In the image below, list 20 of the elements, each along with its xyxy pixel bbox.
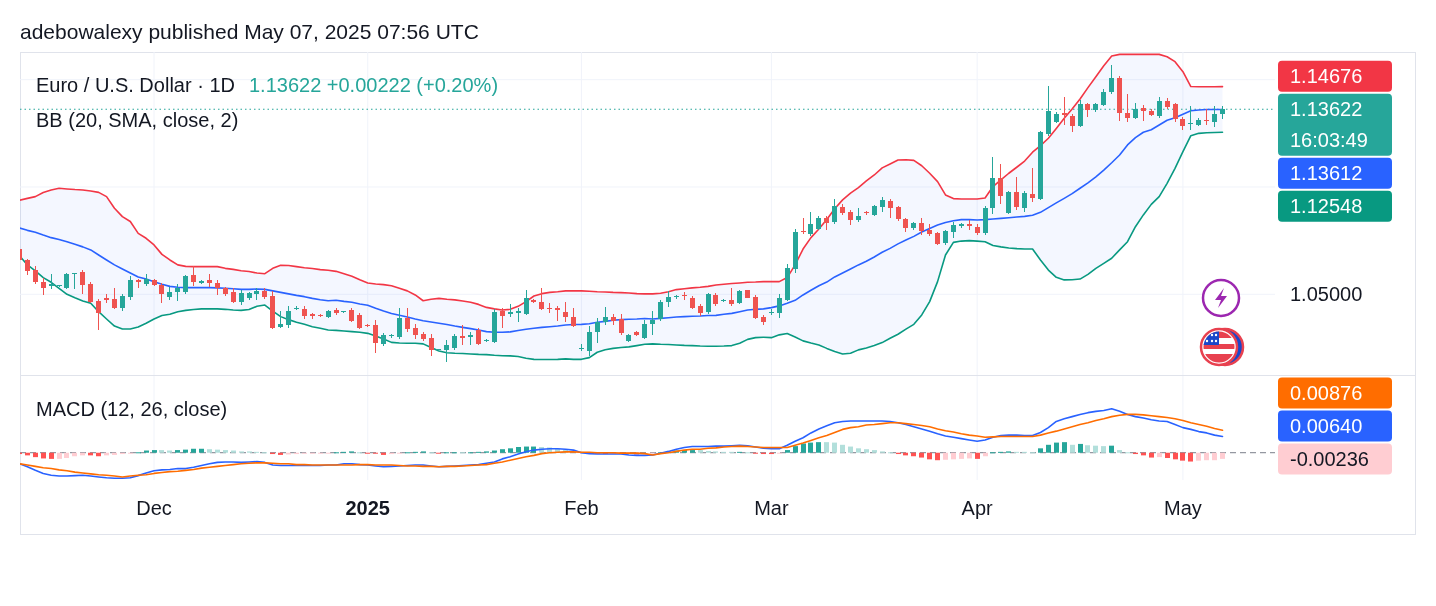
- chart-title: MACD (12, 26, close): [36, 398, 228, 420]
- text: 1.13612: [1290, 162, 1363, 185]
- text: -0.00236: [1290, 447, 1369, 470]
- text: 1.12548: [1290, 195, 1363, 218]
- x-tick-label: Dec: [136, 497, 172, 519]
- text: 1.14676: [1290, 65, 1363, 88]
- x-tick-label: May: [1164, 497, 1202, 519]
- annotation: BB (20, SMA, close, 2): [36, 109, 239, 131]
- x-tick-label: Feb: [564, 497, 599, 519]
- text: adebowalexy published May 07, 2025 07:56 UTC: [20, 19, 479, 43]
- x-tick-label: 2025: [345, 497, 390, 519]
- x-tick-label: Mar: [754, 497, 789, 519]
- x-tick-label: Apr: [961, 497, 994, 519]
- text: 0.00640: [1290, 414, 1363, 437]
- text: 1.13622 +0.00222 (+0.20%): [248, 74, 499, 96]
- text: 0.00876: [1290, 381, 1363, 404]
- text: 16:03:49: [1290, 129, 1368, 152]
- y-tick-label: 1.05000: [1290, 283, 1363, 306]
- y-tick-label: 1.13622: [1290, 98, 1363, 121]
- text: Euro / U.S. Dollar · 1D: [36, 74, 235, 96]
